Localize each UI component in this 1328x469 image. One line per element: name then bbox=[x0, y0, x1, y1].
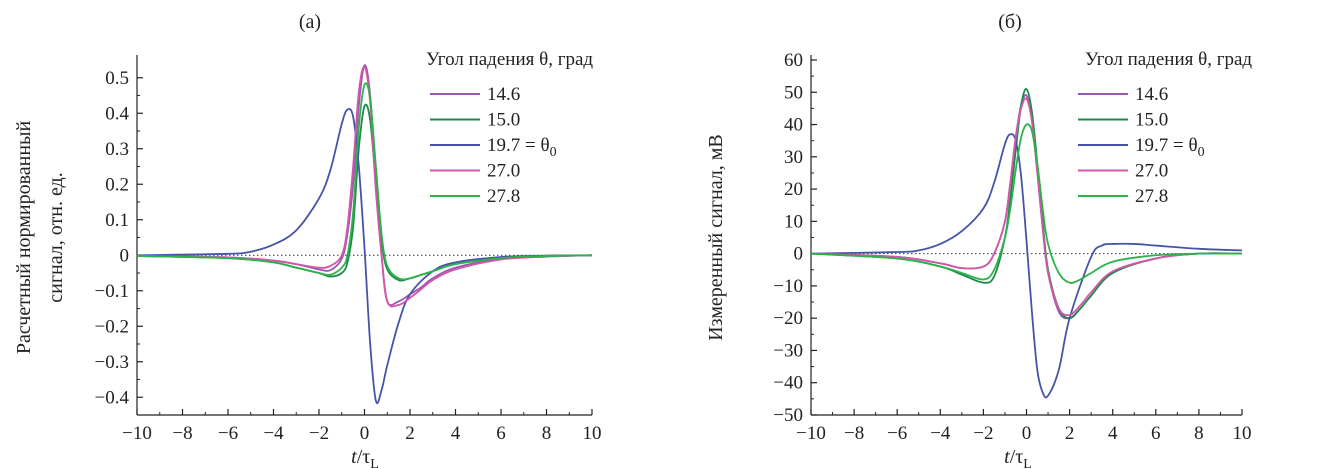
y-tick-label: −0.2 bbox=[95, 316, 129, 337]
x-tick-label: 10 bbox=[1233, 423, 1252, 444]
y-tick-label: 0.3 bbox=[105, 139, 129, 160]
series-line-14.6 bbox=[136, 64, 593, 306]
x-tick-label: −2 bbox=[309, 423, 329, 444]
x-tick-label: 8 bbox=[542, 423, 552, 444]
y-tick-label: −40 bbox=[773, 373, 803, 394]
y-tick-label: 0 bbox=[794, 244, 804, 265]
x-tick-label: 2 bbox=[405, 423, 415, 444]
legend-title: Угол падения θ, град bbox=[1085, 49, 1252, 70]
y-tick-label: −20 bbox=[773, 308, 803, 329]
legend-entry: 27.0 bbox=[1135, 161, 1168, 182]
y-tick-label: 30 bbox=[784, 147, 803, 168]
x-tick-label: 4 bbox=[1108, 423, 1118, 444]
y-tick-label: −10 bbox=[773, 276, 803, 297]
x-tick-label: −6 bbox=[218, 423, 238, 444]
x-tick-label: 2 bbox=[1065, 423, 1075, 444]
x-axis-label: t/τL bbox=[351, 446, 379, 469]
x-tick-label: 4 bbox=[451, 423, 461, 444]
legend-entry: 27.8 bbox=[1135, 186, 1168, 207]
y-tick-label: 10 bbox=[784, 211, 803, 232]
y-tick-label: −50 bbox=[773, 405, 803, 426]
y-tick-label: 20 bbox=[784, 179, 803, 200]
y-tick-label: −30 bbox=[773, 340, 803, 361]
legend-entry: 14.6 bbox=[1135, 84, 1168, 105]
y-tick-label: 0.2 bbox=[105, 174, 129, 195]
x-tick-label: −10 bbox=[122, 423, 152, 444]
x-axis-label: t/τL bbox=[1004, 446, 1032, 469]
x-tick-label: 8 bbox=[1194, 423, 1204, 444]
series-line-27.0 bbox=[136, 66, 593, 308]
y-tick-label: −0.1 bbox=[95, 281, 129, 302]
legend-entry: 15.0 bbox=[1135, 110, 1168, 131]
legend-entry: 27.0 bbox=[487, 161, 520, 182]
y-tick-label: 0 bbox=[120, 245, 130, 266]
x-tick-label: 6 bbox=[496, 423, 506, 444]
series-line-27.8 bbox=[810, 123, 1243, 284]
y-tick-label: 0.1 bbox=[105, 210, 129, 231]
y-tick-label: 0.5 bbox=[105, 68, 129, 89]
chart-panel-b: (б)−10 −8 −6 −4 −2 0 2 4 6 8 10−50−40−30−20−100102… bbox=[705, 11, 1252, 469]
x-tick-label: −2 bbox=[973, 423, 993, 444]
y-axis-label-line2: сигнал, отн. ед. bbox=[45, 172, 67, 303]
series-line-14.6 bbox=[810, 94, 1243, 320]
series-line-19.7 bbox=[136, 108, 593, 405]
legend-entry: 14.6 bbox=[487, 84, 520, 105]
legend-entry: 15.0 bbox=[487, 110, 520, 131]
y-tick-label: 50 bbox=[784, 82, 803, 103]
x-tick-label: 0 bbox=[1022, 423, 1032, 444]
x-tick-label: −10 bbox=[796, 423, 826, 444]
y-axis-label: Расчетный нормированный bbox=[13, 121, 35, 355]
legend-title: Угол падения θ, град bbox=[426, 49, 593, 70]
x-tick-label: 6 bbox=[1151, 423, 1161, 444]
legend-entry: 27.8 bbox=[487, 186, 520, 207]
x-tick-label: −8 bbox=[172, 423, 192, 444]
series-line-19.7 bbox=[810, 133, 1243, 399]
panel-title: (б) bbox=[998, 11, 1022, 33]
legend-entry: 19.7 = θ0 bbox=[487, 135, 557, 160]
series-line-15.0 bbox=[810, 88, 1243, 320]
y-axis-label: Измеренный сигнал, мВ bbox=[705, 134, 727, 341]
x-tick-label: −8 bbox=[844, 423, 864, 444]
series-line-27.8 bbox=[136, 82, 593, 281]
legend-entry: 19.7 = θ0 bbox=[1135, 135, 1205, 160]
y-tick-label: −0.4 bbox=[95, 387, 130, 408]
chart-panel-a: (а) −10 −8 −6 −4 −2 0 2 4 6 8 10 −0.4 −0.3 −0.2 −0.1 0 0.… bbox=[13, 11, 602, 469]
x-tick-label: −6 bbox=[887, 423, 907, 444]
panel-title: (а) bbox=[299, 11, 321, 33]
y-tick-label: 0.4 bbox=[105, 103, 129, 124]
y-tick-label: −0.3 bbox=[95, 352, 129, 373]
x-tick-label: 10 bbox=[583, 423, 602, 444]
x-tick-label: −4 bbox=[930, 423, 951, 444]
x-tick-label: 0 bbox=[360, 423, 370, 444]
y-tick-label: 60 bbox=[784, 50, 803, 71]
series-line-27.0 bbox=[810, 97, 1243, 317]
y-tick-label: 40 bbox=[784, 115, 803, 136]
x-tick-label: −4 bbox=[263, 423, 284, 444]
